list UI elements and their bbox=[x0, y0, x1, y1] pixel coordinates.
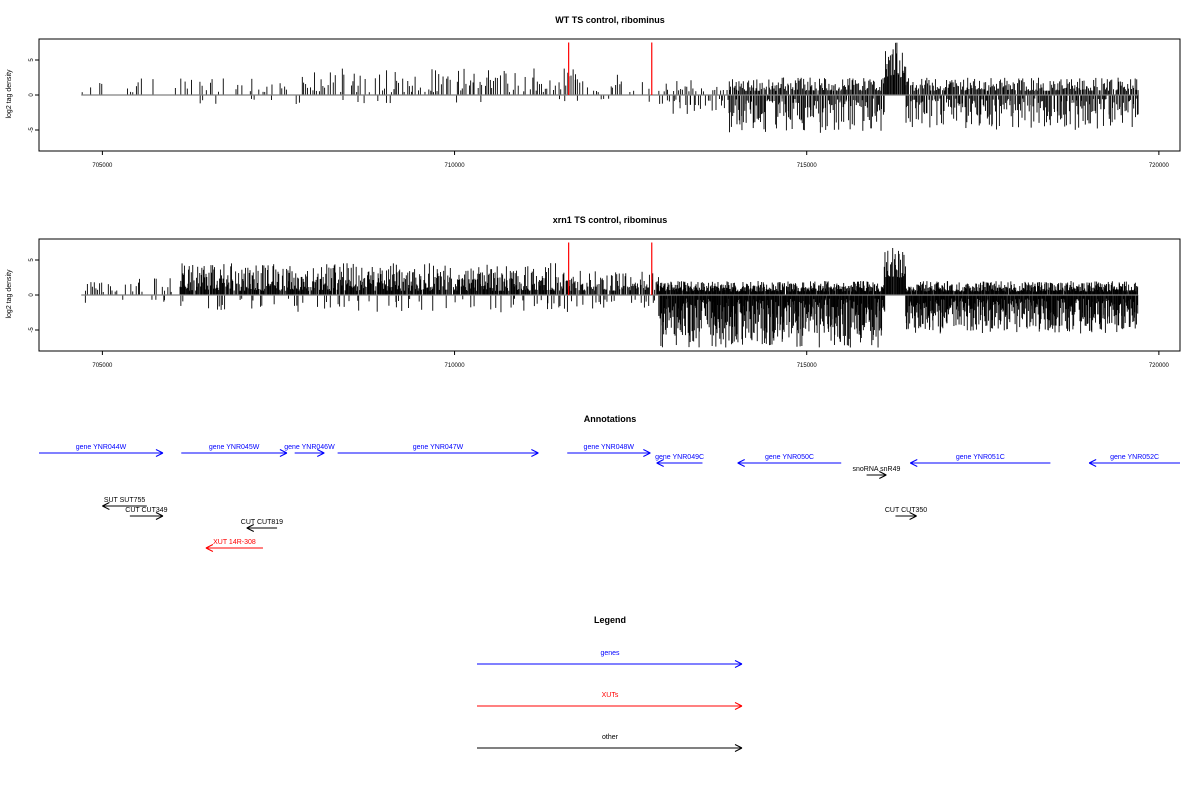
annotation-label: CUT CUT349 bbox=[125, 507, 167, 514]
wt-x-tick-label: 720000 bbox=[1149, 163, 1170, 169]
annotation-label: gene YNR050C bbox=[765, 454, 814, 461]
xrn1-y-axis-label: log2 tag density bbox=[6, 269, 13, 319]
wt-x-tick-label: 710000 bbox=[445, 163, 466, 169]
xrn1-y-tick-label: 5 bbox=[29, 258, 35, 262]
legend-arrow bbox=[477, 702, 743, 710]
annotation-arrow bbox=[910, 459, 1051, 467]
xrn1-x-tick-label: 720000 bbox=[1149, 363, 1170, 369]
xrn1-x-tick-label: 705000 bbox=[92, 363, 113, 369]
xrn1-x-tick-label: 715000 bbox=[797, 363, 818, 369]
annotation-arrow bbox=[246, 524, 278, 532]
wt-signal-bars bbox=[81, 42, 1139, 133]
annotation-label: gene YNR044W bbox=[76, 444, 127, 451]
xrn1-y-tick-label: -5 bbox=[29, 327, 35, 333]
annotation-arrow bbox=[567, 449, 651, 457]
annotation-label: XUT 14R-308 bbox=[213, 539, 256, 546]
wt-y-tick-label: 0 bbox=[29, 93, 35, 97]
annotation-label: SUT SUT755 bbox=[104, 497, 146, 504]
annotation-arrow bbox=[866, 471, 887, 479]
wt-x-axis: 705000 710000 715000 720000 bbox=[92, 151, 1170, 169]
annotation-label: gene YNR049C bbox=[655, 454, 704, 461]
annotation-arrow bbox=[294, 449, 325, 457]
legend-arrow bbox=[477, 660, 743, 668]
annotation-arrow bbox=[656, 459, 703, 467]
annotation-arrow bbox=[205, 544, 263, 552]
annotation-arrow bbox=[337, 449, 539, 457]
annotation-label: gene YNR045W bbox=[209, 444, 260, 451]
wt-y-tick-label: -5 bbox=[29, 127, 35, 133]
xrn1-track-title: xrn1 TS control, ribominus bbox=[553, 215, 668, 225]
legend-label: XUTs bbox=[602, 692, 619, 699]
legend: Legend genes XUTs other bbox=[477, 615, 743, 752]
xrn1-x-tick-label: 710000 bbox=[445, 363, 466, 369]
wt-track-panel: WT TS control, ribominus log2 tag densit… bbox=[6, 15, 1181, 169]
annotations-panel: Annotations gene YNR044W gene YNR045W gene… bbox=[39, 414, 1180, 552]
legend-arrow bbox=[477, 744, 743, 752]
annotation-arrow bbox=[181, 449, 288, 457]
annotation-label: gene YNR046W bbox=[284, 444, 335, 451]
annotation-label: CUT CUT819 bbox=[241, 519, 283, 526]
annotation-arrow bbox=[737, 459, 842, 467]
xrn1-y-tick-label: 0 bbox=[29, 293, 35, 297]
annotation-label: snoRNA snR49 bbox=[853, 466, 901, 473]
xrn1-x-axis: 705000 710000 715000 720000 bbox=[92, 351, 1170, 369]
wt-y-axis: -5 0 5 bbox=[29, 58, 39, 133]
wt-x-tick-label: 705000 bbox=[92, 163, 113, 169]
annotation-arrow bbox=[129, 512, 164, 520]
xrn1-highlight-lines bbox=[568, 242, 653, 295]
annotation-arrow bbox=[39, 449, 164, 457]
legend-title: Legend bbox=[594, 615, 626, 625]
annotation-label: gene YNR051C bbox=[956, 454, 1005, 461]
annotation-label: CUT CUT350 bbox=[885, 507, 927, 514]
wt-track-title: WT TS control, ribominus bbox=[555, 15, 665, 25]
wt-y-axis-label: log2 tag density bbox=[6, 69, 13, 119]
wt-x-tick-label: 715000 bbox=[797, 163, 818, 169]
wt-highlight-lines bbox=[568, 42, 653, 95]
annotation-arrow bbox=[102, 502, 147, 510]
annotations-title: Annotations bbox=[584, 414, 637, 424]
legend-entries: genes XUTs other bbox=[477, 650, 743, 752]
annotation-label: gene YNR048W bbox=[584, 444, 635, 451]
xrn1-signal-bars bbox=[84, 247, 1139, 348]
legend-label: other bbox=[602, 734, 619, 741]
legend-label: genes bbox=[600, 650, 620, 657]
annotation-label: gene YNR052C bbox=[1110, 454, 1159, 461]
xrn1-y-axis: -5 0 5 bbox=[29, 258, 39, 333]
annotation-features: gene YNR044W gene YNR045W gene YNR046W gene… bbox=[39, 444, 1180, 552]
annotation-arrow bbox=[895, 512, 917, 520]
wt-y-tick-label: 5 bbox=[29, 58, 35, 62]
annotation-arrow bbox=[1088, 459, 1180, 467]
annotation-label: gene YNR047W bbox=[413, 444, 464, 451]
xrn1-track-panel: xrn1 TS control, ribominus log2 tag dens… bbox=[6, 215, 1181, 369]
